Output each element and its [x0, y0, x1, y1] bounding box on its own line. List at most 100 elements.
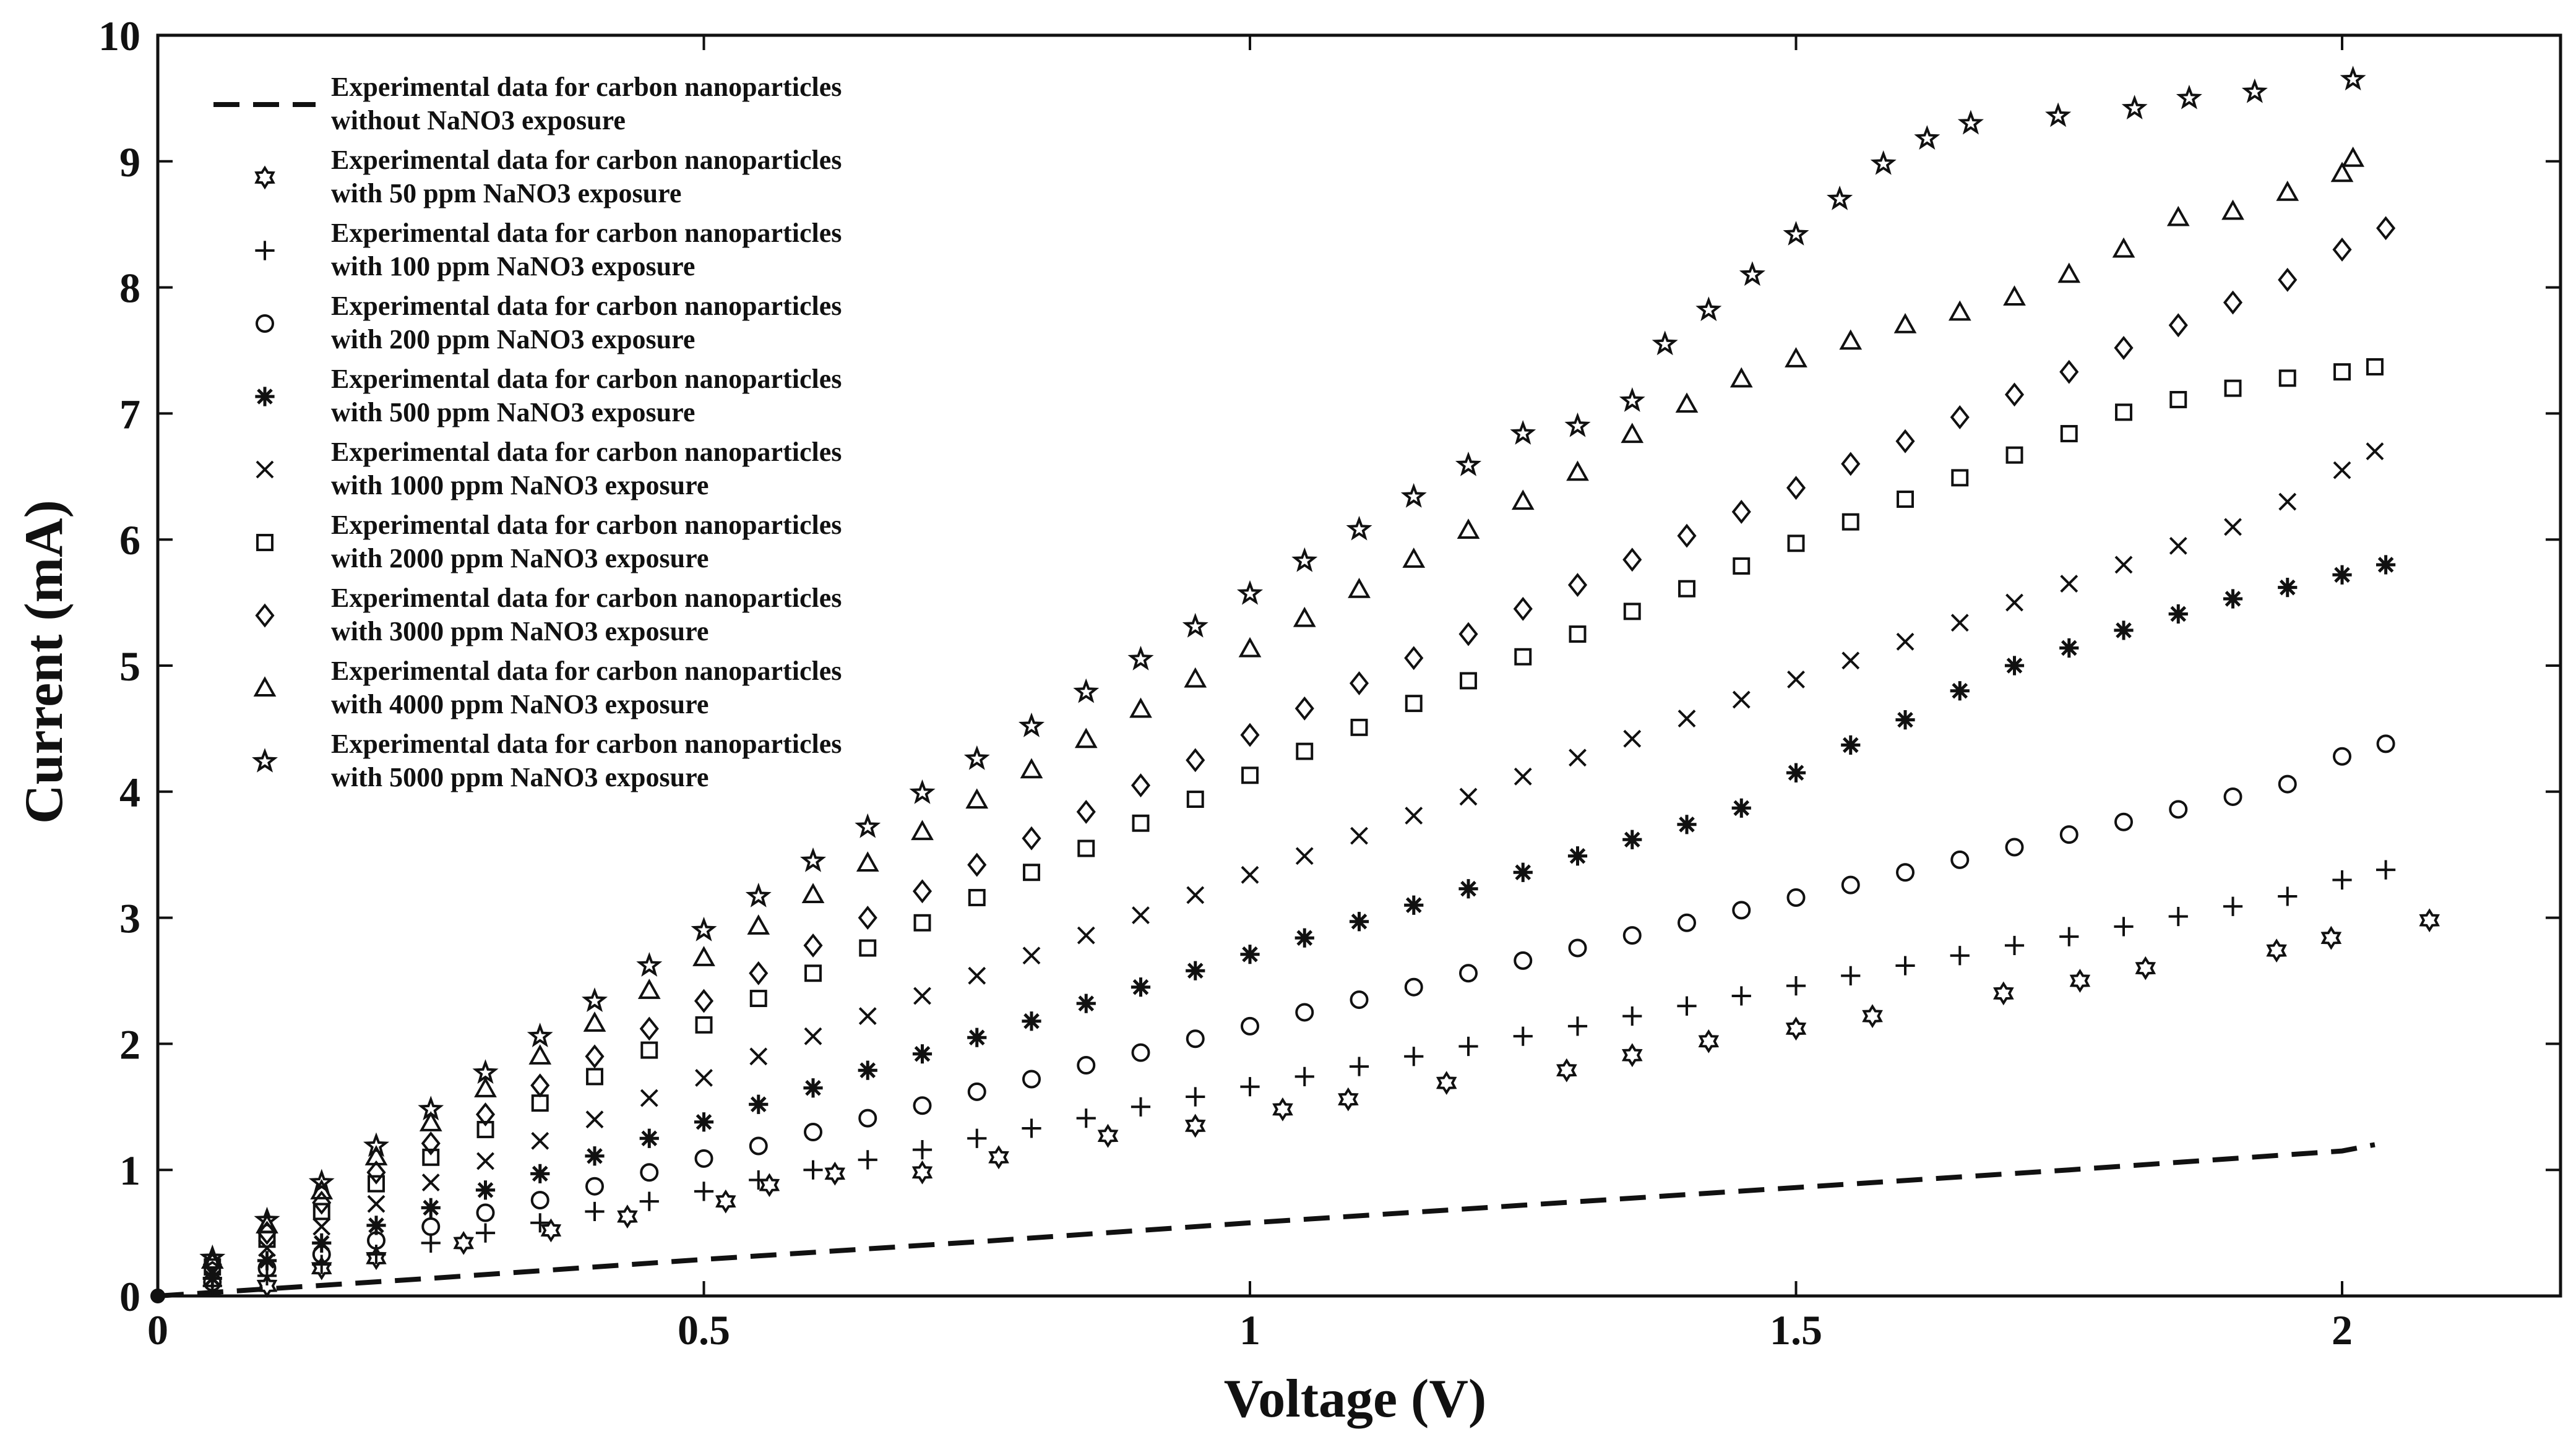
data-point-diamond [257, 1220, 277, 1245]
data-point-cross [640, 1089, 658, 1107]
data-point-diamond [1404, 646, 1424, 671]
data-point-asterisk [1131, 977, 1151, 997]
data-point-diamond [2114, 335, 2134, 360]
data-point-diamond [1186, 748, 1205, 773]
data-point-triangle [2330, 161, 2354, 182]
data-point-pentagram [1564, 412, 1591, 437]
data-point-triangle [856, 851, 879, 872]
data-point-plus [2168, 906, 2188, 927]
data-point-diamond [2059, 359, 2079, 384]
data-point-square [1733, 557, 1751, 575]
legend-label: Experimental data for carbon nanoparticl… [331, 583, 842, 613]
data-point-circle [1678, 913, 1696, 932]
legend-label: with 200 ppm NaNO3 exposure [331, 324, 695, 354]
data-point-square [859, 939, 877, 957]
data-point-plus [1349, 1057, 1369, 1076]
data-point-asterisk [694, 1112, 714, 1132]
x-axis-label: Voltage (V) [1224, 1369, 1486, 1429]
data-point-triangle [801, 883, 825, 903]
data-point-pentagram [636, 951, 663, 977]
data-point-circle [1732, 901, 1751, 920]
data-point-square [1077, 839, 1095, 857]
data-point-plus [2114, 917, 2134, 937]
data-point-plus [1731, 986, 1751, 1006]
data-point-pentagram [1291, 547, 1318, 572]
data-point-triangle [1785, 347, 1807, 367]
data-point-diamond [421, 1131, 441, 1156]
y-tick-label: 5 [119, 643, 140, 690]
data-point-square [312, 1203, 330, 1220]
data-point-triangle [2166, 205, 2190, 226]
y-tick-label: 4 [119, 769, 140, 816]
data-point-asterisk [1186, 961, 1205, 980]
data-point-square [2115, 403, 2132, 421]
data-point-plus [1186, 1087, 1205, 1107]
legend-label: with 2000 ppm NaNO3 exposure [331, 543, 709, 573]
data-point-plus [639, 1191, 659, 1211]
legend-label: Experimental data for carbon nanoparticl… [331, 218, 842, 248]
data-point-hexagram [1184, 1113, 1206, 1138]
data-point-diamond [475, 1102, 496, 1126]
legend-label: with 50 ppm NaNO3 exposure [331, 178, 681, 208]
data-point-circle [2333, 747, 2351, 766]
data-point-pentagram [799, 847, 827, 872]
data-point-circle [1896, 863, 1915, 882]
data-point-square [1296, 742, 1314, 760]
data-point-cross [2114, 555, 2133, 574]
legend-swatch-triangle [253, 676, 277, 697]
data-point-triangle [2276, 181, 2299, 201]
data-point-asterisk [2168, 604, 2188, 624]
y-tick-label: 3 [119, 895, 140, 942]
data-point-cross [2224, 518, 2242, 536]
data-point-hexagram [1621, 1043, 1643, 1068]
data-point-circle [1350, 990, 1369, 1010]
data-point-plus [1950, 946, 1970, 966]
data-point-circle [1786, 888, 1806, 907]
data-point-square [2224, 379, 2242, 397]
legend-label: with 500 ppm NaNO3 exposure [331, 397, 695, 427]
data-point-circle [530, 1191, 549, 1210]
data-point-triangle [2221, 199, 2244, 220]
data-point-square [1897, 491, 1914, 508]
data-point-hexagram [540, 1218, 562, 1243]
data-point-cross [695, 1069, 713, 1087]
data-point-triangle [1348, 578, 1371, 598]
data-point-circle [1404, 977, 1423, 997]
data-point-plus [1786, 976, 1806, 996]
legend-label: Experimental data for carbon nanoparticl… [331, 145, 842, 175]
data-point-pentagram [308, 1169, 335, 1194]
data-point-triangle [2057, 262, 2081, 283]
data-point-pentagram [1827, 185, 1853, 210]
data-point-square [1186, 791, 1204, 808]
data-point-hexagram [617, 1204, 638, 1229]
legend-swatch-circle [256, 314, 274, 333]
data-point-square [968, 889, 986, 906]
data-point-plus [1076, 1109, 1096, 1128]
data-point-diamond [803, 933, 823, 958]
data-point-diamond [1513, 596, 1533, 621]
data-point-asterisk [312, 1233, 332, 1253]
data-point-pentagram [581, 987, 608, 1012]
data-point-triangle [364, 1145, 388, 1165]
data-point-circle [2376, 734, 2395, 753]
data-point-triangle [1893, 313, 1917, 333]
legend-swatch-diamond [255, 603, 275, 628]
data-point-square [1023, 864, 1040, 882]
data-point-asterisk [475, 1180, 496, 1200]
data-point-diamond [967, 852, 987, 877]
data-point-cross [2060, 575, 2078, 593]
data-point-circle [2278, 774, 2297, 794]
data-point-square [1787, 534, 1805, 552]
data-point-asterisk [639, 1128, 659, 1148]
data-point-triangle [1074, 727, 1098, 749]
data-point-triangle [474, 1077, 497, 1097]
data-point-plus [585, 1201, 605, 1222]
data-point-asterisk [1622, 830, 1642, 849]
data-point-circle [476, 1203, 495, 1222]
data-point-square [1405, 695, 1423, 713]
data-point-asterisk [585, 1146, 605, 1166]
data-point-diamond [1349, 671, 1369, 695]
data-point-diamond [2168, 313, 2188, 338]
data-point-cross [1022, 946, 1041, 965]
